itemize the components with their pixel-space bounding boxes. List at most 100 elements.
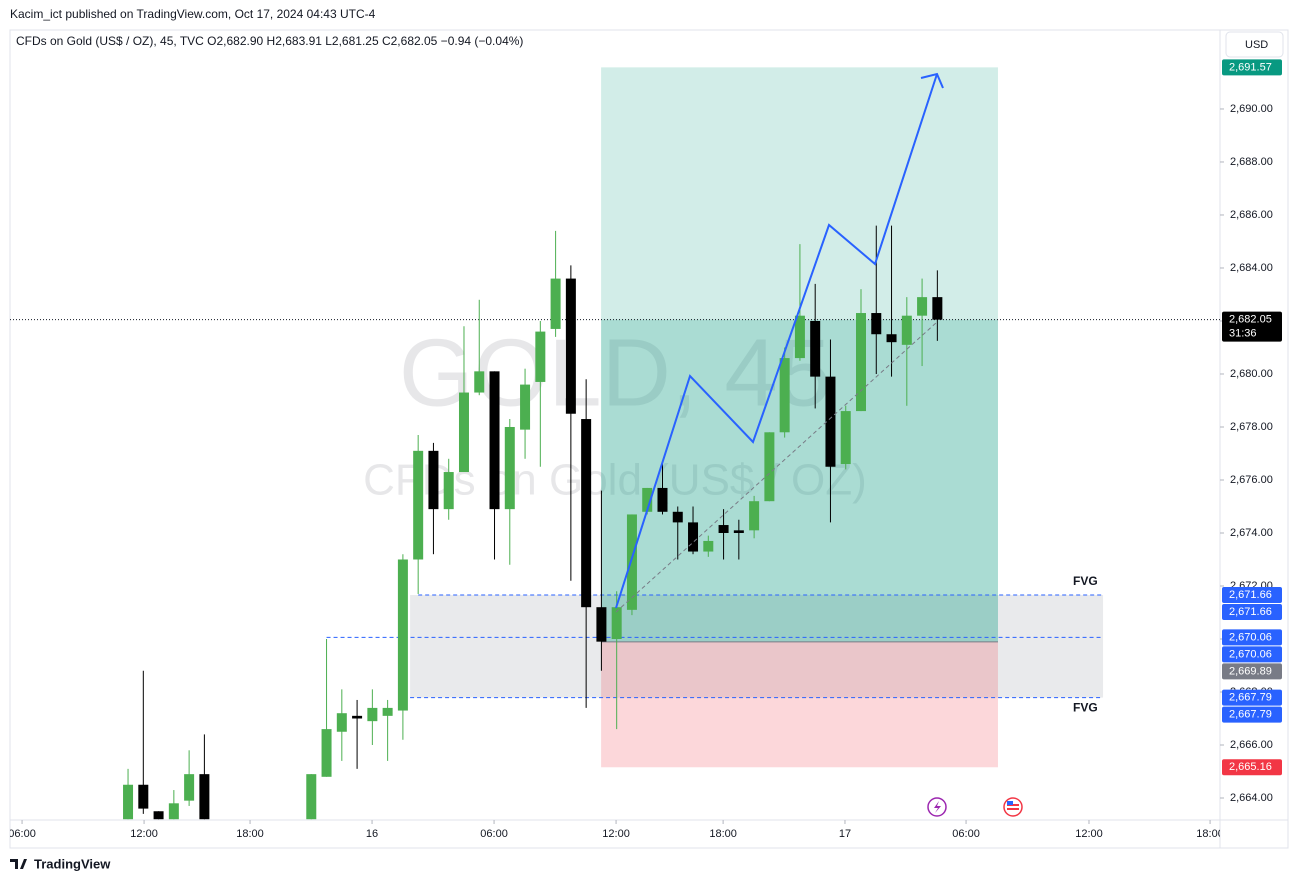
price-badge	[1222, 663, 1282, 680]
candle-body	[749, 501, 760, 531]
candle-body	[779, 358, 790, 433]
plot: GOLD, 45 CFDs on Gold (US$ / OZ)	[10, 67, 1220, 820]
candle-body	[520, 384, 531, 430]
candle-body	[810, 320, 821, 377]
currency[interactable]: USD	[1245, 39, 1268, 51]
candle-body	[718, 525, 729, 533]
candle-body	[413, 450, 424, 560]
profit-fill	[601, 319, 998, 642]
candle-body	[794, 315, 805, 359]
candle-body	[138, 784, 149, 809]
candle-body	[367, 707, 378, 722]
x-tick-label: 17	[839, 828, 851, 840]
axes: 2,664.002,666.002,668.002,670.002,672.00…	[1220, 59, 1282, 804]
candle-body	[703, 540, 714, 552]
last-price-badge	[1222, 311, 1282, 342]
y-tick-label: 2,680.00	[1230, 368, 1273, 380]
flag-icon[interactable]	[1003, 797, 1023, 817]
price-badge	[1222, 604, 1282, 621]
x-tick-label: 06:00	[952, 828, 980, 840]
candle-body	[733, 530, 744, 533]
candle-body	[688, 522, 699, 552]
candle-body	[153, 811, 164, 820]
price-badge-label: 2,667.79	[1229, 691, 1272, 703]
stop-zone	[601, 641, 998, 768]
y-tick-label: 2,676.00	[1230, 474, 1273, 486]
brand: TradingView	[34, 856, 111, 871]
price-badge	[1222, 59, 1282, 76]
x-tick-label: 12:00	[130, 828, 158, 840]
currency-button[interactable]	[1225, 31, 1284, 58]
x-tick-label: 12:00	[602, 828, 630, 840]
candle-body	[596, 607, 607, 642]
candle-body	[428, 450, 439, 510]
candle-body	[123, 784, 134, 820]
candle-body	[611, 607, 622, 639]
watermark: GOLD, 45	[399, 319, 831, 426]
candle-body	[336, 713, 347, 732]
price-badge	[1222, 689, 1282, 706]
x-tick-label: 06:00	[480, 828, 508, 840]
candle-body	[443, 472, 454, 510]
candle-body	[657, 487, 668, 512]
lightning-icon[interactable]	[927, 797, 947, 817]
annotations	[615, 72, 944, 613]
countdown: 31:36	[1229, 328, 1257, 340]
x-axis: 06:00 12:00 18:00 16 06:00 12:00 18:00 17 06:00 1…	[10, 820, 1220, 840]
price-badge	[1222, 587, 1282, 604]
publisher: Kacim_ict published on TradingView.com, …	[10, 7, 376, 21]
candle-body	[168, 803, 179, 820]
candle-body	[581, 419, 592, 608]
price-badge-label: 2,691.57	[1229, 61, 1272, 73]
candle-body	[871, 313, 882, 335]
projection-path	[615, 73, 938, 609]
candle-body	[565, 278, 576, 414]
y-tick-label: 2,686.00	[1230, 209, 1273, 221]
price-badge-label: 2,670.06	[1229, 648, 1272, 660]
fvg-zone	[410, 595, 1104, 698]
price-badge	[1222, 646, 1282, 663]
candle-body	[397, 559, 408, 711]
chart-header: CFDs on Gold (US$ / OZ), 45, TVC O2,682.…	[16, 34, 523, 48]
price-badge	[1222, 629, 1282, 646]
y-tick-label: 2,684.00	[1230, 262, 1273, 274]
candle-body	[321, 729, 332, 777]
price-badge-label: 2,665.16	[1229, 761, 1272, 773]
candle-body	[825, 376, 836, 467]
candle-body	[856, 313, 867, 412]
x-tick-label: 12:00	[1075, 828, 1103, 840]
y-tick-label: 2,666.00	[1230, 739, 1273, 751]
candle-body	[626, 514, 637, 610]
fvg-label: FVG	[1073, 574, 1098, 588]
last-price-label: 2,682.05	[1229, 314, 1272, 326]
candle-body	[474, 371, 485, 393]
projection-arrowhead	[920, 72, 944, 89]
candle-body	[932, 297, 943, 320]
candle-body	[184, 774, 195, 801]
y-tick-label: 2,688.00	[1230, 156, 1273, 168]
x-tick-label: 18:00	[236, 828, 264, 840]
price-badge	[1222, 706, 1282, 723]
candle-body	[901, 315, 912, 345]
x-tick-label: 16	[366, 828, 378, 840]
y-tick-label: 2,690.00	[1230, 103, 1273, 115]
candle-body	[642, 487, 653, 512]
candle-body	[550, 278, 561, 329]
price-badge-label: 2,671.66	[1229, 589, 1272, 601]
price-badge	[1222, 759, 1282, 776]
candle-body	[764, 432, 775, 502]
candle-body	[306, 774, 317, 820]
brand-logo	[10, 859, 27, 869]
candle-body	[504, 426, 515, 510]
price-badge-label: 2,670.06	[1229, 631, 1272, 643]
candle-body	[382, 707, 393, 716]
candle-body	[672, 511, 683, 523]
y-tick-label: 2,674.00	[1230, 527, 1273, 539]
candle-body	[489, 371, 500, 510]
x-tick-label: 18:00	[709, 828, 737, 840]
fvg-label: FVG	[1073, 701, 1098, 715]
candle-body	[199, 774, 210, 820]
y-tick-label: 2,678.00	[1230, 421, 1273, 433]
